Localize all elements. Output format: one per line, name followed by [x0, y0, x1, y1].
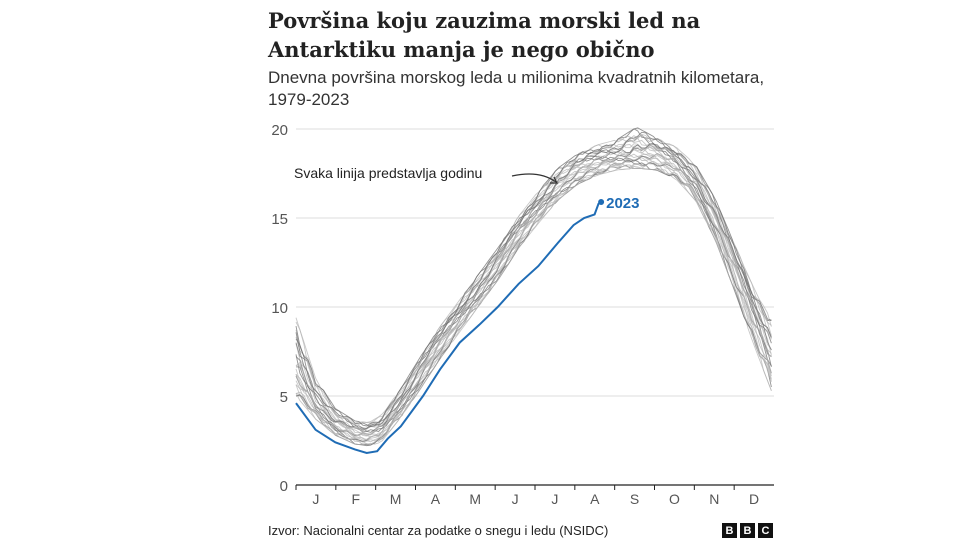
y-tick-label: 5 [280, 389, 288, 406]
year-line [295, 162, 772, 446]
year-line [295, 131, 772, 428]
year-line [295, 152, 772, 437]
year-line [295, 153, 772, 438]
y-tick-label: 0 [280, 478, 288, 495]
series-end-point-2023 [598, 198, 605, 205]
year-line [295, 127, 772, 427]
x-tick-label: J [512, 491, 519, 507]
year-line [295, 134, 772, 426]
chart-title: Površina koju zauzima morski led na Anta… [268, 8, 701, 62]
y-tick-label: 15 [271, 211, 288, 228]
year-line [295, 163, 772, 446]
annotation-arrowhead [550, 176, 558, 184]
x-tick-label: D [749, 491, 759, 507]
x-tick-label: A [590, 491, 600, 507]
x-tick-label: M [469, 491, 481, 507]
x-tick-label: F [351, 491, 360, 507]
year-line [295, 143, 772, 429]
y-tick-label: 10 [271, 300, 288, 317]
source-note: Izvor: Nacionalni centar za podatke o sn… [268, 523, 609, 538]
year-line [295, 146, 772, 440]
annotation-text: Svaka linija predstavlja godinu [294, 165, 482, 181]
series-line-2023 [295, 201, 602, 455]
x-tick-label: J [551, 491, 558, 507]
annotation-arrow [511, 173, 557, 183]
series-label-2023: 2023 [606, 195, 639, 212]
x-tick-label: N [709, 491, 719, 507]
year-line [295, 133, 772, 424]
x-tick-label: O [669, 491, 680, 507]
chart-subtitle: Dnevna površina morskog leda u milionima… [268, 68, 765, 109]
x-tick-label: S [630, 491, 639, 507]
year-line [295, 152, 772, 438]
x-tick-label: J [312, 491, 319, 507]
x-tick-label: A [431, 491, 441, 507]
y-tick-label: 20 [271, 122, 288, 139]
year-line [295, 144, 772, 437]
x-tick-label: M [390, 491, 402, 507]
